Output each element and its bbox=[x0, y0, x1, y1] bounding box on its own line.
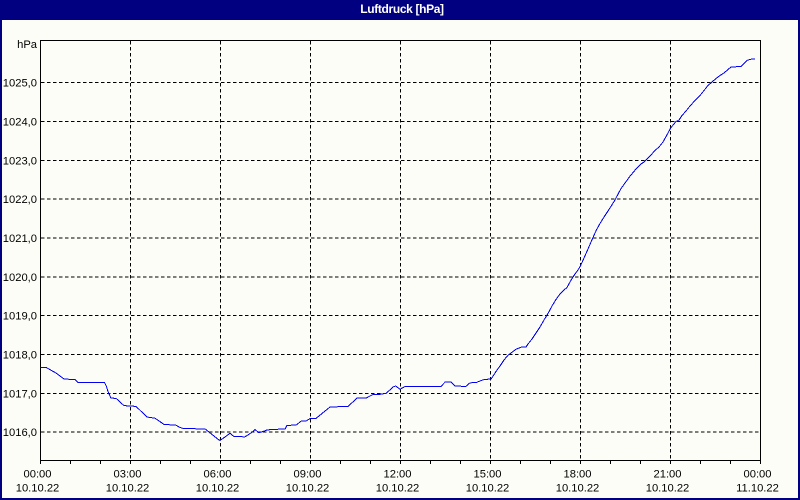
svg-text:1017,0: 1017,0 bbox=[3, 388, 37, 400]
svg-text:11.10.22: 11.10.22 bbox=[736, 483, 779, 495]
svg-text:1025,0: 1025,0 bbox=[3, 78, 37, 90]
svg-text:10.10.22: 10.10.22 bbox=[376, 483, 420, 495]
svg-text:1019,0: 1019,0 bbox=[3, 311, 37, 323]
svg-text:15:00: 15:00 bbox=[474, 469, 502, 481]
svg-text:10.10.22: 10.10.22 bbox=[466, 483, 510, 495]
svg-text:00:00: 00:00 bbox=[24, 469, 52, 481]
svg-text:1023,0: 1023,0 bbox=[3, 155, 37, 167]
svg-text:1021,0: 1021,0 bbox=[3, 233, 37, 245]
svg-text:1018,0: 1018,0 bbox=[3, 350, 37, 362]
svg-text:10.10.22: 10.10.22 bbox=[196, 483, 240, 495]
svg-text:03:00: 03:00 bbox=[114, 469, 142, 481]
svg-text:06:00: 06:00 bbox=[204, 469, 232, 481]
svg-text:10.10.22: 10.10.22 bbox=[556, 483, 600, 495]
svg-text:21:00: 21:00 bbox=[654, 469, 682, 481]
svg-text:1024,0: 1024,0 bbox=[3, 116, 37, 128]
svg-text:12:00: 12:00 bbox=[384, 469, 412, 481]
svg-text:hPa: hPa bbox=[17, 39, 38, 51]
svg-text:1016,0: 1016,0 bbox=[3, 427, 37, 439]
svg-text:1022,0: 1022,0 bbox=[3, 194, 37, 206]
svg-text:10.10.22: 10.10.22 bbox=[16, 483, 60, 495]
svg-text:10.10.22: 10.10.22 bbox=[646, 483, 690, 495]
svg-text:Luftdruck [hPa]: Luftdruck [hPa] bbox=[360, 2, 444, 16]
svg-text:09:00: 09:00 bbox=[294, 469, 322, 481]
svg-text:10.10.22: 10.10.22 bbox=[106, 483, 150, 495]
svg-text:10.10.22: 10.10.22 bbox=[286, 483, 330, 495]
svg-text:18:00: 18:00 bbox=[564, 469, 592, 481]
svg-text:00:00: 00:00 bbox=[744, 469, 772, 481]
svg-text:1020,0: 1020,0 bbox=[3, 272, 37, 284]
